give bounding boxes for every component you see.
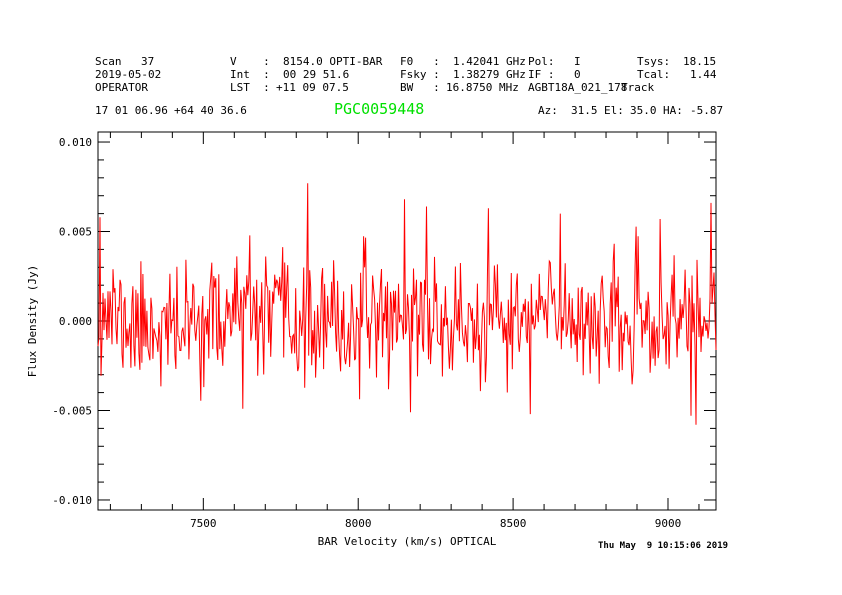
source-title: PGC0059448 bbox=[334, 100, 425, 118]
operator-value: OPERATOR bbox=[95, 81, 148, 94]
pol-value: I bbox=[574, 55, 581, 68]
az-label: Az: bbox=[538, 104, 558, 117]
dec-value: +64 40 36.6 bbox=[174, 104, 247, 117]
if-value: 0 bbox=[574, 68, 581, 81]
y-tick-label: -0.010 bbox=[52, 494, 92, 507]
fsky-value: 1.38279 GHz bbox=[453, 68, 526, 81]
int-label: Int : bbox=[230, 68, 270, 81]
tsys-value: 18.15 bbox=[683, 55, 717, 68]
project-id: AGBT18A_021_178 bbox=[528, 81, 628, 94]
x-tick-label: 8500 bbox=[500, 517, 527, 530]
date-value: 2019-05-02 bbox=[95, 68, 162, 81]
y-tick-label: 0.000 bbox=[59, 315, 92, 328]
scan-label: Scan bbox=[95, 55, 122, 68]
fsky-label: Fsky : bbox=[400, 68, 440, 81]
bw-label: BW : bbox=[400, 81, 440, 94]
y-tick-label: -0.005 bbox=[52, 404, 92, 417]
spectrum-trace bbox=[97, 183, 717, 425]
el-value: 35.0 bbox=[630, 104, 657, 117]
pol-label: Pol: bbox=[528, 55, 555, 68]
ha-value: -5.87 bbox=[690, 104, 724, 117]
y-tick-label: 0.010 bbox=[59, 136, 92, 149]
tsys-label: Tsys: bbox=[637, 55, 671, 68]
ra-value: 17 01 06.96 bbox=[95, 104, 168, 117]
x-tick-label: 9000 bbox=[655, 517, 682, 530]
f0-label: F0 : bbox=[400, 55, 440, 68]
int-value: 00 29 51.6 bbox=[283, 68, 350, 81]
velocity-label: V : bbox=[230, 55, 270, 68]
f0-value: 1.42041 GHz bbox=[453, 55, 526, 68]
if-label: IF : bbox=[528, 68, 555, 81]
lst-value: +11 09 07.5 bbox=[276, 81, 349, 94]
y-tick-label: 0.005 bbox=[59, 226, 92, 239]
scan-value: 37 bbox=[141, 55, 155, 68]
el-label: El: bbox=[604, 104, 624, 117]
x-tick-label: 8000 bbox=[345, 517, 372, 530]
x-axis-title: BAR Velocity (km/s) OPTICAL bbox=[318, 535, 497, 548]
x-tick-label: 7500 bbox=[190, 517, 217, 530]
procedure-name: Track bbox=[621, 81, 655, 94]
lst-label: LST : bbox=[230, 81, 270, 94]
tcal-value: 1.44 bbox=[690, 68, 717, 81]
ha-label: HA: bbox=[663, 104, 683, 117]
bw-value: 16.8750 MHz bbox=[446, 81, 519, 94]
y-axis-title: Flux Density (Jy) bbox=[26, 265, 39, 378]
velocity-value: 8154.0 OPTI-BAR bbox=[283, 55, 383, 68]
az-value: 31.5 bbox=[571, 104, 598, 117]
timestamp: Thu May 9 10:15:06 2019 bbox=[598, 541, 729, 551]
tcal-label: Tcal: bbox=[637, 68, 671, 81]
